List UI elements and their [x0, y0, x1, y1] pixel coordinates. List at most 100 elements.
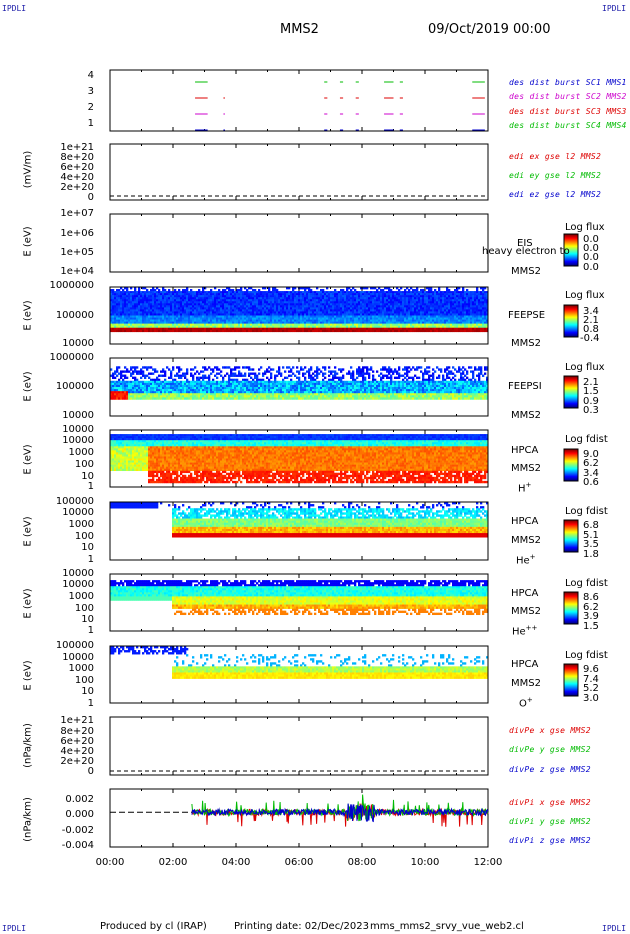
feepse-pixel — [418, 327, 421, 331]
feepse-pixel — [434, 327, 437, 331]
feepse-pixel — [366, 291, 369, 294]
feepse-pixel — [362, 311, 365, 314]
feepse-pixel — [458, 321, 461, 324]
feepse-pixel — [350, 295, 353, 298]
feepse-pixel — [476, 327, 479, 331]
feepse-pixel — [354, 315, 357, 318]
feepsi-pixel — [170, 391, 173, 394]
feepse-pixel — [434, 309, 437, 312]
feepse-pixel — [314, 301, 317, 304]
feepse-pixel — [378, 297, 381, 300]
feepse-pixel — [126, 319, 129, 322]
feepse-pixel — [442, 297, 445, 300]
feepse-pixel — [294, 309, 297, 312]
feepsi-pixel — [124, 376, 127, 380]
feepse-pixel — [418, 297, 421, 300]
feepse-pixel — [116, 297, 119, 300]
feepsi-pixel — [138, 382, 141, 386]
feepse-pixel — [140, 307, 143, 310]
feepse-pixel — [482, 327, 485, 331]
feepse-pixel — [150, 293, 153, 296]
feepse-pixel — [382, 313, 385, 316]
feepsi-pixel — [114, 380, 117, 384]
feepse-pixel — [194, 293, 197, 296]
feepse-pixel — [300, 323, 303, 326]
feepsi-pixel — [216, 376, 219, 380]
feepse-pixel — [190, 301, 193, 304]
feepse-pixel — [162, 301, 165, 304]
feepsi-pixel — [128, 382, 131, 386]
feepse-pixel — [146, 325, 149, 329]
feepsi-pixel — [194, 397, 197, 400]
feepsi-pixel — [222, 376, 225, 380]
feepsi-pixel — [204, 389, 207, 392]
feepse-pixel — [322, 329, 325, 333]
feepse-pixel — [186, 319, 189, 322]
feepse-pixel — [122, 309, 125, 312]
feepse-pixel — [220, 315, 223, 318]
feepse-pixel — [394, 329, 397, 333]
feepse-pixel — [346, 315, 349, 318]
feepse-pixel — [400, 309, 403, 312]
feepse-pixel — [120, 319, 123, 322]
feepsi-pixel — [134, 376, 137, 380]
feepsi-pixel — [190, 397, 193, 400]
feepsi-pixel — [132, 387, 135, 390]
feepse-pixel — [124, 305, 127, 308]
feepse-pixel — [310, 297, 313, 300]
feepse-pixel — [414, 321, 417, 324]
feepse-pixel — [144, 309, 147, 312]
feepse-pixel — [152, 303, 155, 306]
feepse-pixel — [222, 311, 225, 314]
feepse-pixel — [140, 327, 143, 331]
feepse-pixel — [380, 315, 383, 318]
feepse-pixel — [412, 315, 415, 318]
feepse-pixel — [332, 319, 335, 322]
feepse-pixel — [474, 297, 477, 300]
feepse-pixel — [116, 293, 119, 296]
feepse-pixel — [172, 327, 175, 331]
feepse-pixel — [242, 305, 245, 308]
feepse-pixel — [276, 295, 279, 298]
feepsi-pixel — [150, 387, 153, 390]
feepse-pixel — [420, 323, 423, 326]
feepsi-pixel — [204, 384, 207, 388]
feepse-pixel — [226, 329, 229, 333]
feepsi-pixel — [194, 366, 197, 369]
feepse-pixel — [306, 305, 309, 308]
feepse-pixel — [144, 329, 147, 333]
feepse-pixel — [112, 327, 115, 331]
feepse-pixel — [264, 303, 267, 306]
feepse-pixel — [374, 287, 377, 290]
feepse-pixel — [158, 301, 161, 304]
feepse-pixel — [188, 291, 191, 294]
feepse-pixel — [360, 311, 363, 314]
feepse-pixel — [196, 321, 199, 324]
feepse-pixel — [260, 299, 263, 302]
feepse-pixel — [324, 317, 327, 320]
feepsi-pixel — [222, 366, 225, 369]
feepse-pixel — [242, 307, 245, 310]
feepse-pixel — [116, 315, 119, 318]
feepse-pixel — [472, 305, 475, 308]
feepse-pixel — [404, 289, 407, 292]
feepse-pixel — [238, 301, 241, 304]
feepse-pixel — [152, 297, 155, 300]
feepse-pixel — [454, 305, 457, 308]
feepse-pixel — [362, 317, 365, 320]
feepse-pixel — [438, 317, 441, 320]
feepse-pixel — [354, 307, 357, 310]
feepse-pixel — [250, 297, 253, 300]
feepse-pixel — [154, 299, 157, 302]
feepse-pixel — [336, 305, 339, 308]
feepse-pixel — [396, 287, 399, 290]
feepsi-pixel — [112, 376, 115, 380]
feepse-pixel — [376, 303, 379, 306]
feepse-pixel — [470, 329, 473, 333]
feepse-pixel — [198, 307, 201, 310]
feepse-pixel — [212, 303, 215, 306]
feepse-pixel — [484, 293, 487, 296]
feepse-pixel — [140, 313, 143, 316]
feepsi-pixel — [136, 372, 139, 375]
feepse-pixel — [114, 315, 117, 318]
